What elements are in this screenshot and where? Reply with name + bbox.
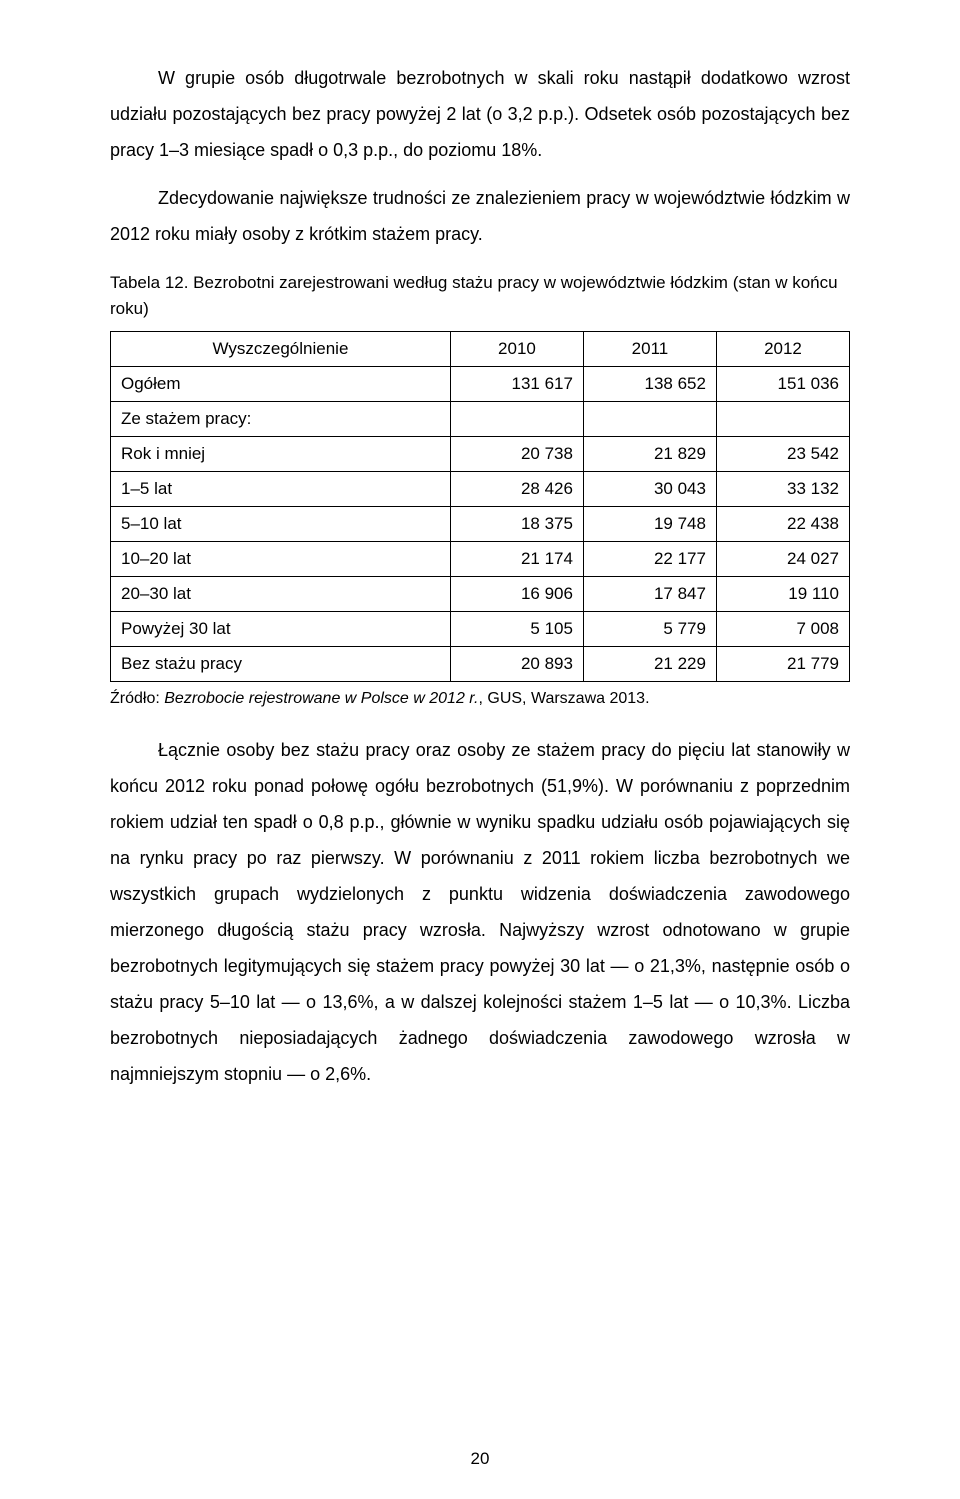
row-label: Powyżej 30 lat xyxy=(111,612,451,647)
row-label: 20–30 lat xyxy=(111,577,451,612)
table-source: Źródło: Bezrobocie rejestrowane w Polsce… xyxy=(110,690,850,708)
paragraph-1: W grupie osób długotrwale bezrobotnych w… xyxy=(110,60,850,168)
page-number: 20 xyxy=(0,1449,960,1469)
col-header: Wyszczególnienie xyxy=(111,332,451,367)
table-caption: Tabela 12. Bezrobotni zarejestrowani wed… xyxy=(110,270,850,321)
cell xyxy=(450,402,583,437)
table-header-row: Wyszczególnienie 2010 2011 2012 xyxy=(111,332,850,367)
cell: 21 829 xyxy=(583,437,716,472)
cell: 7 008 xyxy=(716,612,849,647)
cell: 21 174 xyxy=(450,542,583,577)
cell: 20 893 xyxy=(450,647,583,682)
cell: 18 375 xyxy=(450,507,583,542)
cell: 5 779 xyxy=(583,612,716,647)
cell: 22 177 xyxy=(583,542,716,577)
cell: 5 105 xyxy=(450,612,583,647)
table-row: Powyżej 30 lat 5 105 5 779 7 008 xyxy=(111,612,850,647)
cell: 131 617 xyxy=(450,367,583,402)
cell: 16 906 xyxy=(450,577,583,612)
col-header: 2012 xyxy=(716,332,849,367)
source-prefix: Źródło: xyxy=(110,690,164,707)
table-row: Rok i mniej 20 738 21 829 23 542 xyxy=(111,437,850,472)
cell: 24 027 xyxy=(716,542,849,577)
cell xyxy=(583,402,716,437)
table-row: 5–10 lat 18 375 19 748 22 438 xyxy=(111,507,850,542)
cell: 30 043 xyxy=(583,472,716,507)
table-row: Ogółem 131 617 138 652 151 036 xyxy=(111,367,850,402)
cell: 19 748 xyxy=(583,507,716,542)
col-header: 2011 xyxy=(583,332,716,367)
paragraph-2: Zdecydowanie największe trudności ze zna… xyxy=(110,180,850,252)
row-label: Rok i mniej xyxy=(111,437,451,472)
row-label: 5–10 lat xyxy=(111,507,451,542)
table-row: Bez stażu pracy 20 893 21 229 21 779 xyxy=(111,647,850,682)
table-row: 20–30 lat 16 906 17 847 19 110 xyxy=(111,577,850,612)
cell: 20 738 xyxy=(450,437,583,472)
cell: 21 779 xyxy=(716,647,849,682)
paragraph-3: Łącznie osoby bez stażu pracy oraz osoby… xyxy=(110,732,850,1092)
data-table: Wyszczególnienie 2010 2011 2012 Ogółem 1… xyxy=(110,331,850,682)
cell: 33 132 xyxy=(716,472,849,507)
cell: 138 652 xyxy=(583,367,716,402)
table-row: Ze stażem pracy: xyxy=(111,402,850,437)
row-label: Bez stażu pracy xyxy=(111,647,451,682)
source-suffix: , GUS, Warszawa 2013. xyxy=(478,690,649,707)
cell: 22 438 xyxy=(716,507,849,542)
cell xyxy=(716,402,849,437)
cell: 151 036 xyxy=(716,367,849,402)
cell: 17 847 xyxy=(583,577,716,612)
row-label: 1–5 lat xyxy=(111,472,451,507)
cell: 23 542 xyxy=(716,437,849,472)
col-header: 2010 xyxy=(450,332,583,367)
cell: 28 426 xyxy=(450,472,583,507)
row-label: Ze stażem pracy: xyxy=(111,402,451,437)
source-italic: Bezrobocie rejestrowane w Polsce w 2012 … xyxy=(164,690,478,707)
row-label: 10–20 lat xyxy=(111,542,451,577)
cell: 19 110 xyxy=(716,577,849,612)
row-label: Ogółem xyxy=(111,367,451,402)
cell: 21 229 xyxy=(583,647,716,682)
table-row: 10–20 lat 21 174 22 177 24 027 xyxy=(111,542,850,577)
table-row: 1–5 lat 28 426 30 043 33 132 xyxy=(111,472,850,507)
